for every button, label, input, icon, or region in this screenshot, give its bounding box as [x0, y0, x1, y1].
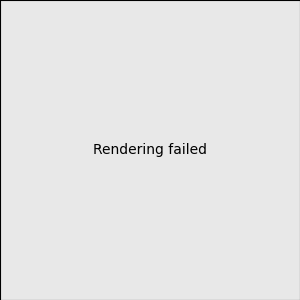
Text: Rendering failed: Rendering failed [93, 143, 207, 157]
